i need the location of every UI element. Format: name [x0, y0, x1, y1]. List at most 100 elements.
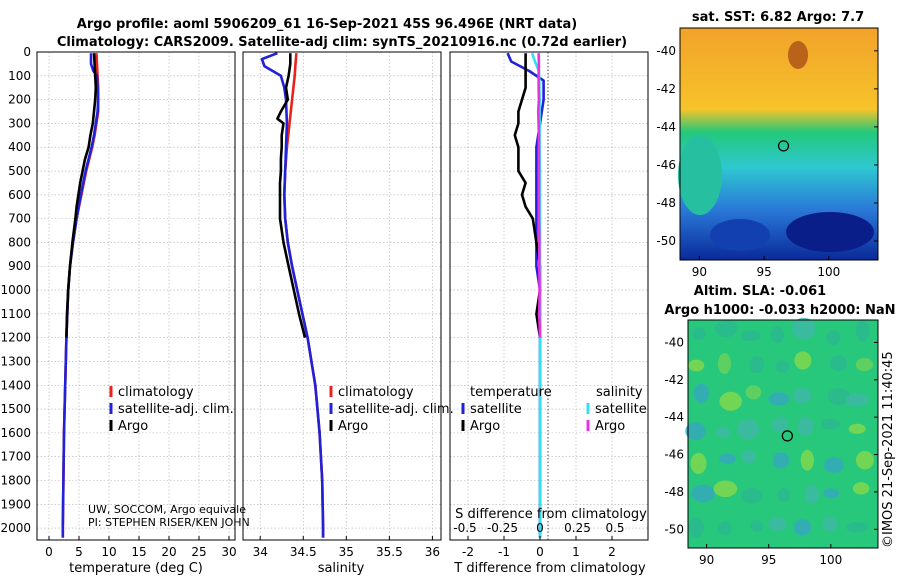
sla-map-ticks: 90 95 100 -40 -42 -44 -46 -48 -50: [664, 335, 878, 567]
y-tick-label: 1200: [0, 331, 31, 345]
y-tick-label: 500: [8, 164, 31, 178]
sla-eddy: [685, 422, 706, 441]
salinity-grid: [243, 51, 441, 540]
map-y-tick-label: -40: [664, 335, 684, 349]
sla-eddy: [830, 355, 848, 372]
sla-eddy: [823, 457, 845, 473]
y-tick-label: 800: [8, 235, 31, 249]
sla-eddy: [846, 522, 869, 533]
sla-eddy: [714, 320, 738, 338]
x-tick-label: 34: [253, 545, 268, 559]
x-tick-label: 30: [221, 545, 236, 559]
map-x-tick-label: 95: [756, 265, 771, 279]
series-line-satellite-adj-clim-: [260, 52, 325, 538]
x-tick-label: 0: [45, 545, 53, 559]
argo-location-marker: [777, 140, 790, 152]
x-tick-label: 10: [101, 545, 116, 559]
difference-frame: [449, 51, 649, 541]
difference-tick-labels: -2 -1 0 1 2: [462, 536, 616, 559]
sla-eddy: [822, 516, 838, 532]
y-tick-label: 1100: [0, 307, 31, 321]
sla-eddy: [827, 388, 851, 406]
legend-argo-label: Argo: [338, 419, 368, 434]
sst-cold-patch: [786, 212, 874, 252]
temperature-axis-label: temperature (deg C): [69, 561, 203, 576]
salinity-axis-label: salinity: [318, 561, 365, 576]
sla-map-panel: Altim. SLA: -0.061 Argo h1000: -0.033 h2…: [664, 284, 895, 567]
sla-eddy: [713, 480, 738, 498]
x-tick-label: 1: [572, 545, 580, 559]
sla-eddy: [820, 418, 841, 430]
y-tick-label: 100: [8, 69, 31, 83]
salinity-panel: 34 34.5 35 35.5 36 salinity climatology sate…: [242, 51, 454, 576]
sla-eddy: [800, 449, 814, 471]
sla-eddy: [719, 453, 736, 465]
sla-field-patches: [685, 317, 874, 538]
y-tick-label: 1300: [0, 354, 31, 368]
s-tick-label: 0.25: [564, 521, 591, 535]
temperature-panel: 0100200300400500600700800900100011001200…: [0, 45, 249, 576]
sla-eddy: [855, 451, 874, 470]
sla-eddy: [693, 383, 710, 403]
argo-location-marker: [781, 430, 793, 442]
legend-climatology-label: climatology: [118, 385, 194, 400]
legend-argo-temperature-label: Argo: [470, 419, 500, 434]
sla-eddy: [718, 352, 731, 375]
sla-eddy: [823, 488, 839, 499]
map-y-tick-label: -46: [656, 158, 676, 172]
map-y-tick-label: -50: [656, 234, 676, 248]
sla-eddy: [717, 521, 733, 536]
legend-sat-temperature-label: satellite: [470, 402, 522, 417]
map-y-tick-label: -46: [664, 448, 684, 462]
sst-cold-patch: [710, 219, 770, 251]
series-line-argo: [65, 53, 98, 338]
map-y-tick-label: -40: [656, 44, 676, 58]
y-tick-label: 600: [8, 188, 31, 202]
x-tick-label: 15: [131, 545, 146, 559]
y-tick-label: 1000: [0, 283, 31, 297]
y-tick-label: 900: [8, 259, 31, 273]
sla-eddy: [737, 419, 760, 440]
sst-map-ticks: 90 95 100 -40 -42 -44 -46 -48 -50: [656, 44, 878, 279]
sst-patch: [678, 135, 722, 215]
map-x-tick-label: 95: [761, 553, 776, 567]
series-line-satellite-adj-clim-: [61, 53, 100, 538]
sla-eddy: [792, 317, 816, 340]
difference-lines: [506, 52, 545, 538]
y-tick-label: 1800: [0, 473, 31, 487]
sla-eddy: [692, 327, 706, 341]
temperature-grid: [37, 51, 235, 540]
sla-eddy: [770, 326, 785, 344]
y-tick-label: 1400: [0, 378, 31, 392]
sla-eddy: [772, 416, 788, 433]
sla-eddy: [805, 485, 819, 504]
sla-eddy: [777, 488, 791, 503]
sla-eddy: [826, 330, 841, 346]
sla-eddy: [749, 356, 765, 374]
difference-panel: -2 -1 0 1 2 -0.5 -0.25 0 0.25 0.5 S difference f…: [449, 51, 649, 576]
difference-legend: temperature satellite Argo salinity sate…: [461, 385, 647, 434]
x-tick-label: 35: [339, 545, 354, 559]
y-tick-label: 0: [23, 45, 31, 59]
sst-field-patches: [678, 41, 874, 252]
x-tick-label: -2: [462, 545, 474, 559]
series-line-argo-salinity: [536, 53, 542, 338]
y-tick-label: 1900: [0, 497, 31, 511]
sla-eddy: [716, 427, 731, 438]
credit-line1: UW, SOCCOM, Argo equivale: [88, 503, 246, 516]
y-tick-label: 1600: [0, 426, 31, 440]
sla-eddy: [688, 359, 705, 372]
y-tick-label: 1500: [0, 402, 31, 416]
legend-salinity-heading: salinity: [596, 385, 643, 400]
salinity-tick-labels: 34 34.5 35 35.5 36: [253, 536, 440, 559]
sla-map-title2: Argo h1000: -0.033 h2000: NaN: [664, 303, 895, 318]
sla-eddy: [792, 388, 812, 404]
sla-eddy: [852, 482, 870, 495]
map-y-tick-label: -44: [664, 410, 684, 424]
x-tick-label: 0: [536, 545, 544, 559]
s-tick-label: 0.5: [605, 521, 624, 535]
s-tick-label: 0: [536, 521, 544, 535]
sla-eddy: [855, 357, 874, 372]
y-tick-label: 400: [8, 140, 31, 154]
